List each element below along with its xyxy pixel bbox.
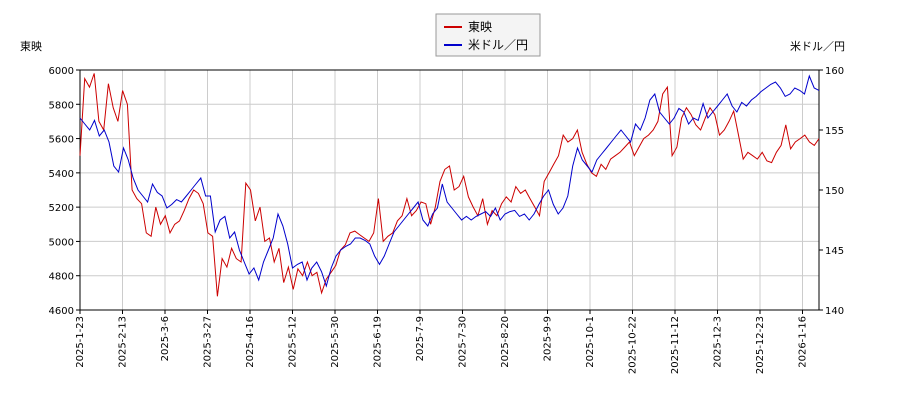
- left-tick-label: 6000: [49, 66, 74, 77]
- right-tick-label: 140: [825, 306, 844, 317]
- series-line-1: [79, 74, 820, 288]
- x-tick-label: 2025-8-20: [500, 316, 511, 368]
- left-tick-label: 5200: [49, 203, 74, 214]
- left-axis-label: 東映: [20, 40, 42, 53]
- left-tick-label: 4800: [49, 272, 74, 283]
- x-tick-label: 2025-3-27: [203, 316, 214, 368]
- x-tick-label: 2025-3-6: [160, 316, 171, 361]
- legend-label-1: 米ドル／円: [468, 38, 528, 52]
- right-axis: 140 145 150 155 160: [819, 66, 844, 317]
- x-tick-label: 2025-6-19: [373, 316, 384, 368]
- legend-box: [435, 13, 541, 57]
- x-tick-label: 2025-9-9: [543, 316, 554, 361]
- series-group: [79, 73, 820, 297]
- legend-label-0: 東映: [468, 20, 492, 34]
- x-tick-label: 2025-1-23: [75, 316, 86, 368]
- x-tick-label: 2025-5-12: [288, 316, 299, 368]
- x-axis: 2025-1-23 2025-2-13 2025-3-6 2025-3-27 2025-…: [75, 310, 809, 374]
- left-tick-label: 4600: [49, 306, 74, 317]
- right-axis-label: 米ドル／円: [790, 40, 845, 53]
- x-tick-label: 2025-7-30: [458, 316, 469, 368]
- left-tick-label: 5000: [49, 237, 74, 248]
- x-tick-label: 2025-12-3: [713, 316, 724, 368]
- x-tick-label: 2025-12-23: [755, 316, 766, 374]
- left-axis: 4600 4800 5000 5200 5400 5600 5800 6000: [49, 66, 80, 317]
- left-tick-label: 5800: [49, 100, 74, 111]
- right-tick-label: 155: [825, 126, 844, 137]
- x-tick-label: 2026-1-16: [798, 316, 809, 368]
- left-tick-label: 5600: [49, 135, 74, 146]
- right-tick-label: 150: [825, 186, 844, 197]
- x-tick-label: 2025-10-22: [628, 316, 639, 374]
- x-tick-label: 2025-7-9: [415, 316, 426, 361]
- left-tick-label: 5400: [49, 169, 74, 180]
- x-tick-label: 2025-4-16: [245, 316, 256, 368]
- grid: [80, 69, 819, 311]
- series-line-0: [79, 73, 820, 297]
- x-tick-label: 2025-11-12: [670, 316, 681, 374]
- x-tick-label: 2025-5-30: [330, 316, 341, 368]
- legend: 東映 米ドル／円: [435, 13, 541, 57]
- x-tick-label: 2025-10-1: [585, 316, 596, 368]
- right-tick-label: 145: [825, 246, 844, 257]
- right-tick-label: 160: [825, 66, 844, 77]
- x-tick-label: 2025-2-13: [118, 316, 129, 368]
